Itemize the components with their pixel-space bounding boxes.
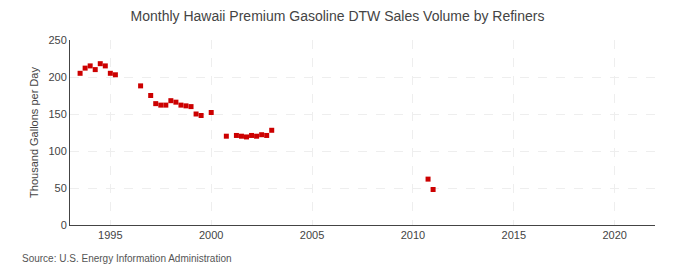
svg-text:150: 150 [48,108,66,120]
svg-text:Source: U.S. Energy Informatio: Source: U.S. Energy Information Administ… [22,253,232,264]
svg-text:2010: 2010 [401,229,425,241]
svg-text:100: 100 [48,145,66,157]
svg-text:250: 250 [48,34,66,46]
svg-text:2005: 2005 [300,229,324,241]
svg-text:2015: 2015 [502,229,526,241]
svg-text:200: 200 [48,71,66,83]
svg-text:Thousand Gallons per Day: Thousand Gallons per Day [28,67,40,198]
svg-text:2000: 2000 [199,229,223,241]
svg-text:50: 50 [55,182,67,194]
svg-text:1995: 1995 [98,229,122,241]
svg-text:0: 0 [61,219,67,231]
svg-text:Monthly Hawaii Premium Gasolin: Monthly Hawaii Premium Gasoline DTW Sale… [131,8,545,24]
svg-text:2020: 2020 [602,229,626,241]
